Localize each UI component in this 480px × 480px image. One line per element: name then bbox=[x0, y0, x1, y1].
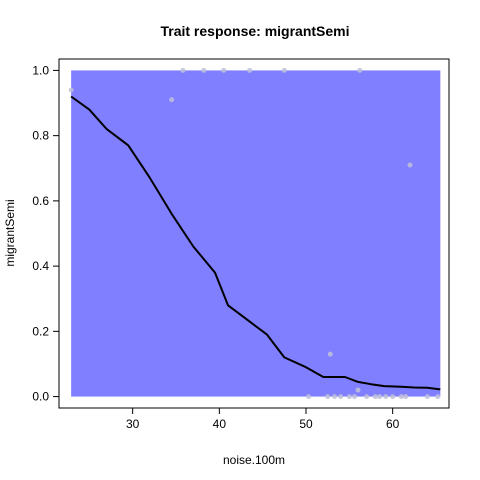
data-point bbox=[180, 67, 186, 73]
data-point bbox=[306, 394, 312, 400]
data-point bbox=[398, 394, 404, 400]
x-tick-label: 50 bbox=[299, 417, 313, 431]
data-point bbox=[355, 387, 361, 393]
y-tick-label: 0.0 bbox=[32, 390, 49, 404]
chart-title: Trait response: migrantSemi bbox=[160, 23, 349, 39]
y-axis-label: migrantSemi bbox=[3, 199, 17, 266]
x-tick-label: 30 bbox=[126, 417, 140, 431]
data-point bbox=[346, 394, 352, 400]
data-point bbox=[68, 87, 74, 93]
data-point bbox=[372, 394, 378, 400]
data-point bbox=[403, 394, 409, 400]
data-point bbox=[169, 97, 175, 103]
data-point bbox=[407, 162, 413, 168]
data-point bbox=[201, 67, 207, 73]
y-tick-label: 1.0 bbox=[32, 63, 49, 77]
response-line bbox=[70, 95, 441, 391]
data-point bbox=[435, 394, 441, 400]
data-point bbox=[364, 394, 370, 400]
y-tick-label: 0.8 bbox=[32, 129, 49, 143]
data-point bbox=[424, 394, 430, 400]
data-point bbox=[325, 394, 331, 400]
data-point bbox=[352, 394, 358, 400]
data-point bbox=[357, 67, 363, 73]
data-point bbox=[377, 394, 383, 400]
data-point bbox=[338, 394, 344, 400]
y-tick-label: 0.4 bbox=[32, 259, 49, 273]
data-point bbox=[383, 394, 389, 400]
data-point bbox=[221, 67, 227, 73]
plot-frame bbox=[58, 58, 450, 409]
data-point bbox=[247, 67, 253, 73]
confidence-band bbox=[71, 70, 441, 397]
y-tick-label: 0.2 bbox=[32, 324, 49, 338]
data-point bbox=[390, 394, 396, 400]
x-tick-label: 60 bbox=[386, 417, 400, 431]
x-axis-label: noise.100m bbox=[223, 453, 285, 467]
x-axis: 30 40 50 60 bbox=[126, 408, 400, 431]
x-tick-label: 40 bbox=[213, 417, 227, 431]
plot-area bbox=[68, 67, 441, 400]
y-tick-label: 0.6 bbox=[32, 194, 49, 208]
data-point bbox=[281, 67, 287, 73]
data-point bbox=[327, 351, 333, 357]
data-point bbox=[332, 394, 338, 400]
y-axis: 0.0 0.2 0.4 0.6 0.8 1.0 bbox=[32, 63, 59, 404]
